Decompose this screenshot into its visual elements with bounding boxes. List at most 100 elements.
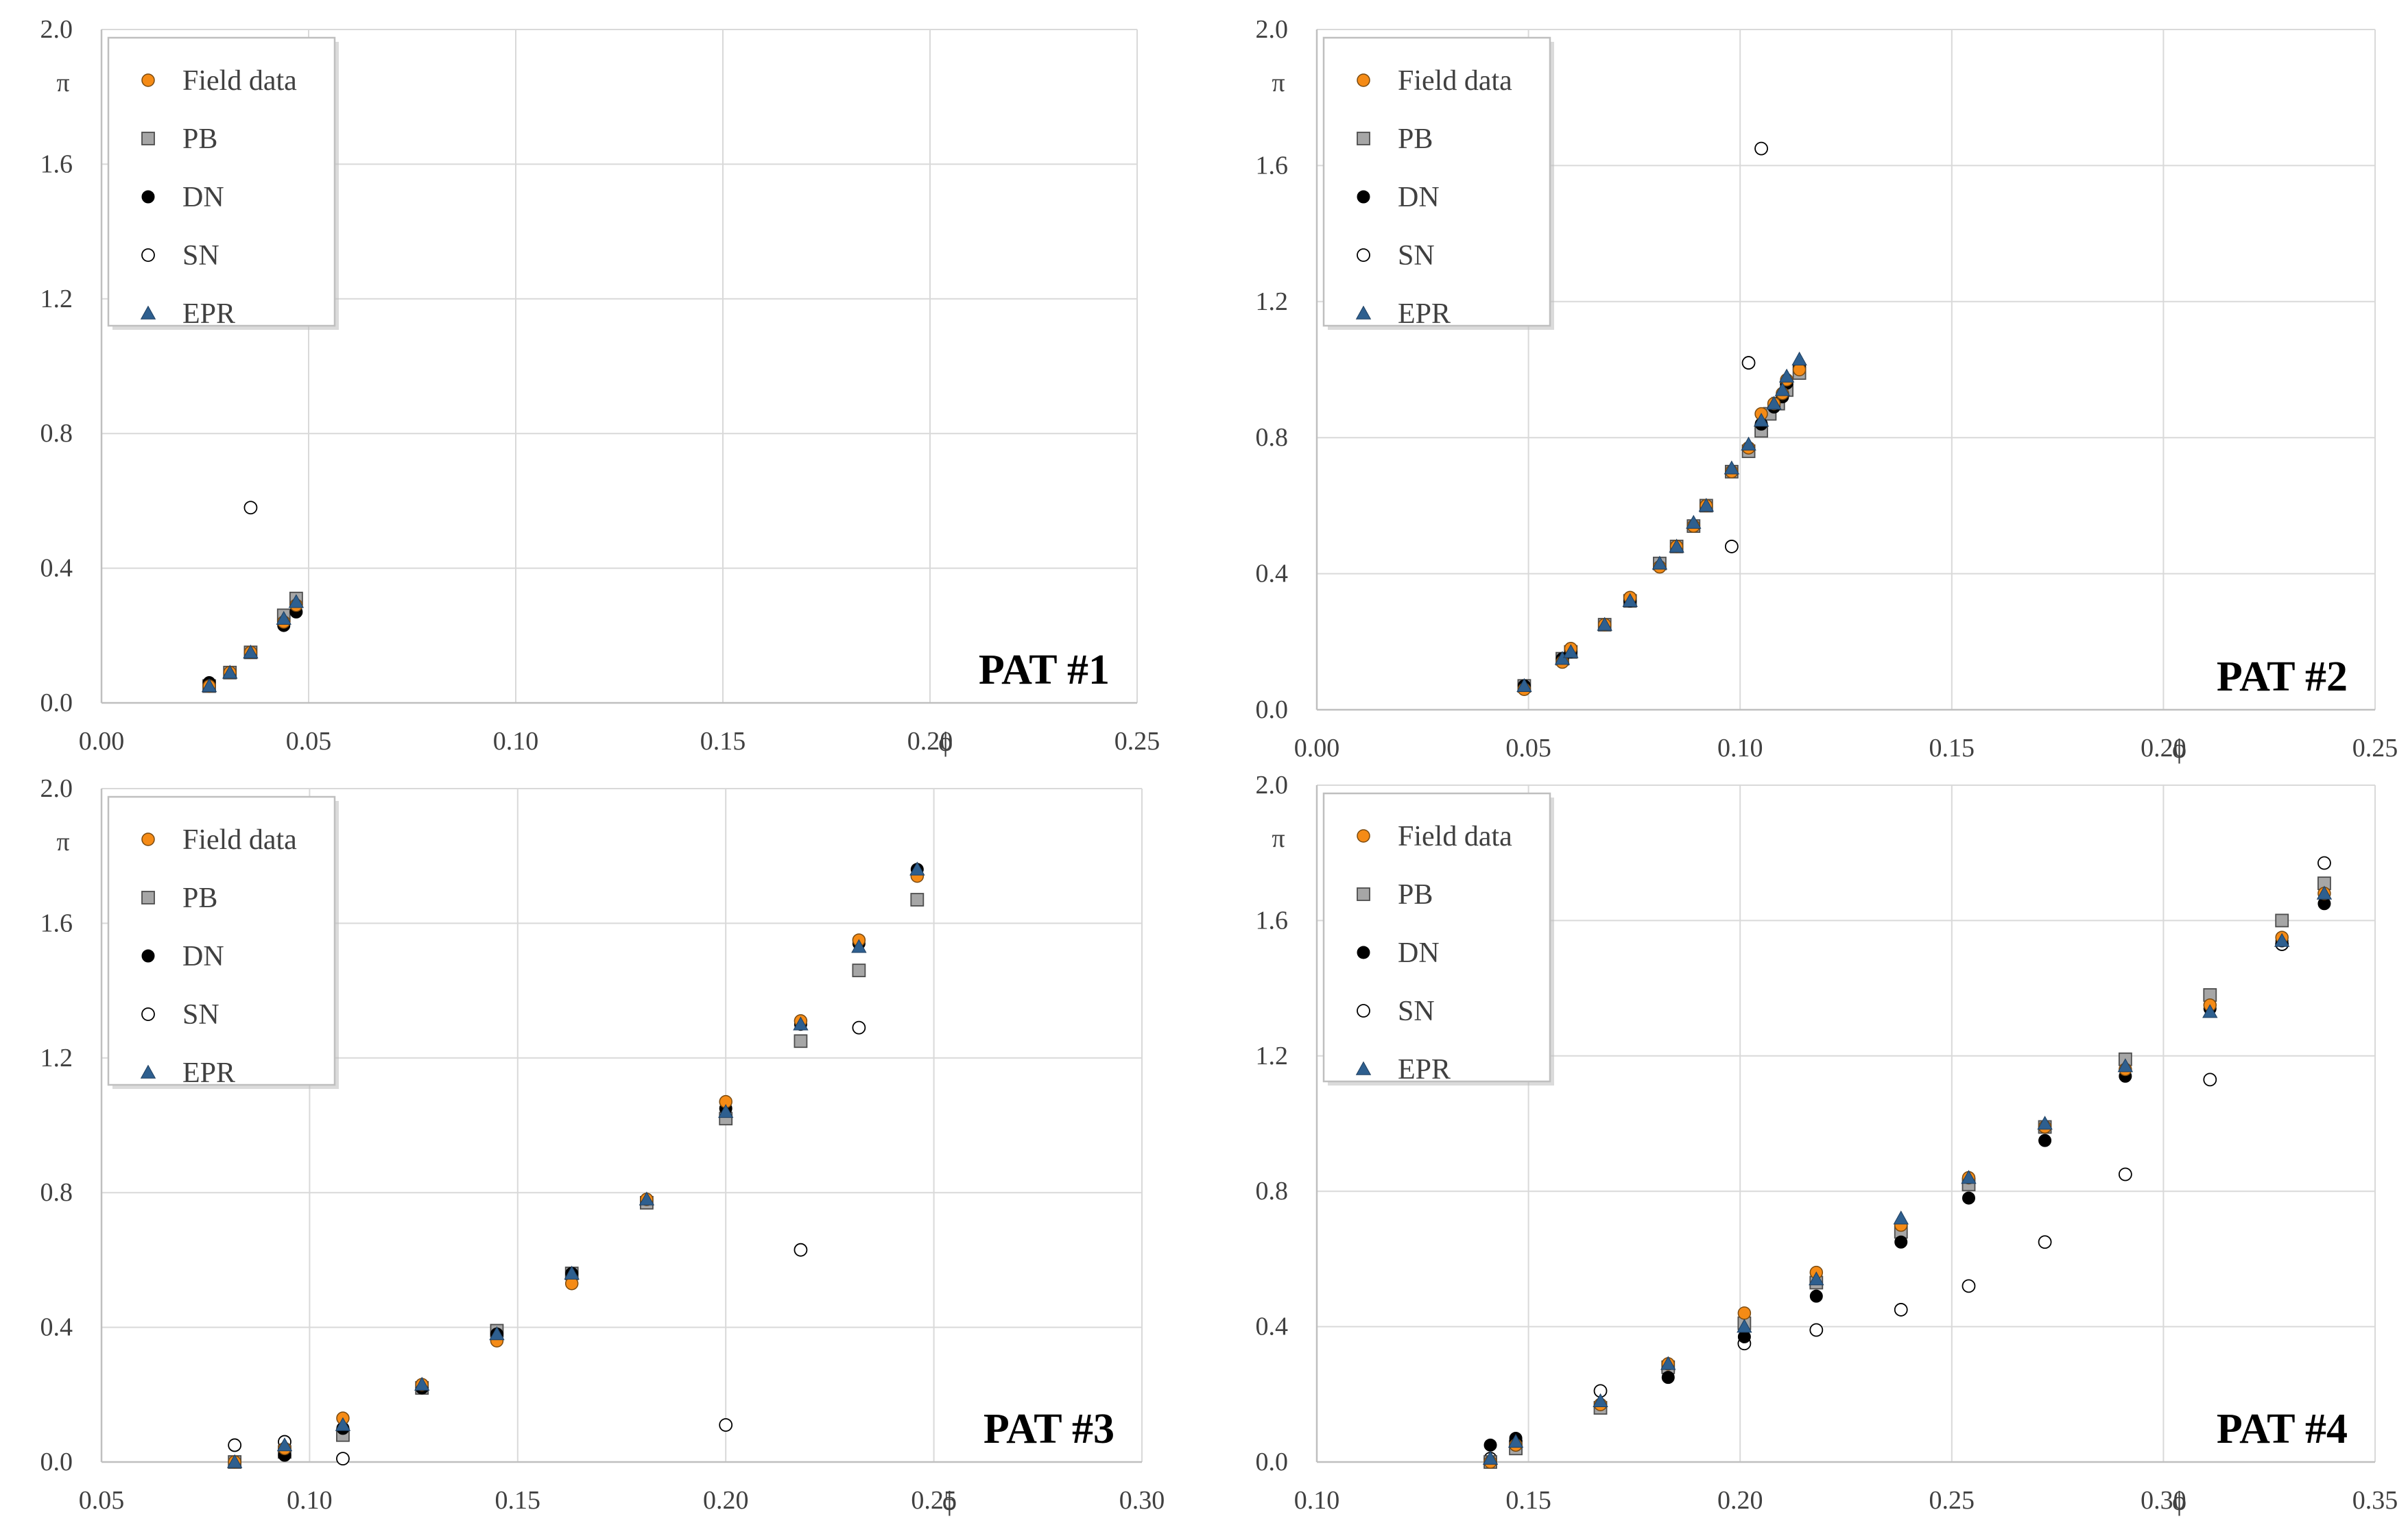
series-field (1517, 363, 1807, 696)
legend-marker-field (1357, 73, 1370, 87)
legend-marker-field (1357, 829, 1370, 843)
y-axis-label: π (1272, 824, 1285, 853)
y-tick-label: 1.6 (1256, 906, 1289, 935)
legend-label-dn: DN (182, 941, 224, 972)
legend-marker-dn (141, 949, 155, 963)
x-axis-label: ϕ (942, 1485, 957, 1516)
legend-marker-epr (1355, 305, 1372, 320)
x-tick-label: 0.00 (1294, 734, 1340, 763)
x-tick-label: 0.15 (495, 1486, 541, 1515)
data-point-epr (564, 1265, 580, 1280)
x-tick-label: 0.20 (1717, 1486, 1763, 1515)
legend-marker-field (141, 73, 155, 87)
y-tick-label: 0.0 (40, 688, 73, 717)
x-tick-label: 0.15 (1505, 1486, 1551, 1515)
y-tick-label: 0.0 (1256, 695, 1289, 724)
chart-title: PAT #3 (984, 1406, 1114, 1452)
legend-marker-sn (141, 1007, 155, 1021)
data-point-epr (1507, 1434, 1524, 1448)
data-point-epr (1893, 1210, 1909, 1225)
data-point-epr (2316, 885, 2333, 900)
legend-label-pb: PB (1398, 879, 1433, 911)
data-point-pb (910, 893, 925, 907)
series-sn (1483, 856, 2331, 1465)
data-point-epr (1766, 396, 1782, 410)
legend-label-epr: EPR (1398, 1054, 1451, 1086)
y-tick-label: 0.8 (1256, 423, 1289, 452)
series-pb (202, 591, 303, 693)
data-point-epr (2202, 1004, 2218, 1018)
data-point-epr (1961, 1170, 1977, 1184)
data-point-epr (1753, 413, 1769, 427)
data-point-epr (1778, 368, 1795, 383)
data-point-epr (1698, 498, 1715, 512)
y-axis-label: π (56, 828, 69, 856)
data-point-epr (639, 1191, 655, 1206)
x-tick-label: 0.05 (1505, 734, 1551, 763)
x-tick-label: 0.10 (493, 727, 539, 756)
data-point-epr (1660, 1356, 1676, 1370)
legend-label-pb: PB (182, 883, 217, 914)
series-sn (228, 1020, 866, 1465)
chart-panel-4: 0.0 0.4 0.8 1.2 1.6 2.0 0.10 0.15 0.20 0.25 0.30 0.… (1256, 771, 2398, 1516)
data-point-dn (2038, 1134, 2052, 1147)
x-tick-label: 0.20 (703, 1486, 749, 1515)
data-point-field (1737, 1306, 1752, 1320)
data-point-dn (1483, 1438, 1497, 1452)
data-point-sn (794, 1243, 808, 1257)
legend-label-field: Field data (1398, 821, 1512, 852)
legend-marker-sn (1357, 1004, 1370, 1018)
data-point-epr (335, 1417, 351, 1431)
data-point-epr (201, 678, 217, 693)
data-point-epr (1686, 514, 1702, 529)
data-point-epr (1774, 382, 1791, 396)
y-tick-label: 0.8 (40, 1178, 73, 1207)
legend-marker-dn (1357, 946, 1370, 959)
data-point-dn (1661, 1371, 1675, 1385)
legend-marker-dn (1357, 190, 1370, 204)
data-point-epr (2037, 1116, 2053, 1130)
y-tick-label: 0.8 (1256, 1177, 1289, 1206)
legend-label-field: Field data (182, 65, 297, 97)
legend-label-sn: SN (1398, 996, 1435, 1027)
data-point-epr (222, 664, 238, 679)
data-point-pb (2275, 913, 2289, 928)
legend-label-epr: EPR (1398, 298, 1451, 330)
data-point-epr (2117, 1058, 2134, 1072)
data-point-sn (1741, 356, 1756, 370)
y-tick-label: 1.6 (40, 149, 73, 178)
data-point-epr (226, 1454, 243, 1468)
data-point-epr (909, 861, 925, 876)
data-point-epr (718, 1103, 734, 1118)
data-point-sn (1962, 1279, 1976, 1293)
legend-marker-sn (1357, 248, 1370, 262)
y-tick-label: 0.4 (1256, 560, 1289, 588)
y-tick-label: 2.0 (1256, 15, 1289, 44)
data-point-sn (2118, 1167, 2132, 1182)
x-tick-label: 0.10 (287, 1486, 333, 1515)
legend-marker-epr (1355, 1061, 1372, 1075)
legend-label-epr: EPR (182, 1057, 235, 1089)
data-point-epr (1622, 592, 1638, 608)
y-tick-label: 0.0 (1256, 1448, 1289, 1476)
data-point-sn (1809, 1323, 1824, 1337)
data-point-epr (276, 1437, 293, 1452)
y-tick-label: 1.2 (40, 285, 73, 313)
legend-label-dn: DN (1398, 937, 1440, 969)
data-point-sn (228, 1438, 242, 1452)
legend-marker-epr (140, 1064, 156, 1079)
data-point-dn (1894, 1235, 1908, 1249)
data-point-epr (1737, 1319, 1752, 1333)
legend-marker-pb (1357, 132, 1370, 145)
data-point-sn (243, 501, 258, 515)
y-tick-label: 0.4 (40, 554, 73, 583)
legend-label-dn: DN (1398, 182, 1440, 213)
x-tick-label: 0.30 (2141, 1486, 2186, 1515)
series-epr (226, 861, 925, 1468)
y-tick-label: 1.6 (40, 909, 73, 937)
data-point-epr (1516, 678, 1532, 693)
data-point-sn (1724, 540, 1739, 553)
data-point-sn (2038, 1235, 2052, 1249)
legend-label-pb: PB (1398, 123, 1433, 155)
